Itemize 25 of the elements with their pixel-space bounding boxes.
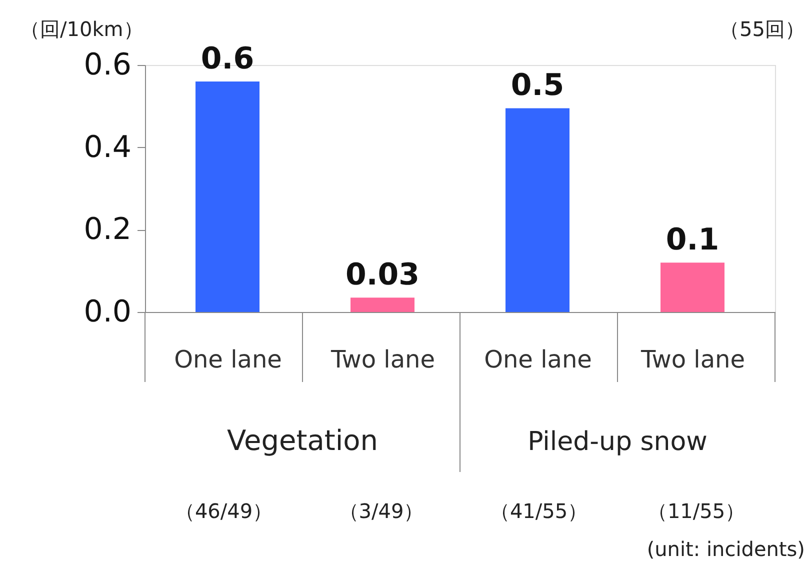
data-label: 0.5 — [510, 68, 564, 104]
x-tick-label: Two lane — [640, 346, 745, 374]
text: （回/10km） — [20, 17, 144, 41]
data-label: 0.1 — [666, 222, 720, 258]
text: (unit: incidents) — [646, 537, 805, 561]
x-tick-label: One lane — [174, 346, 282, 374]
y-tick-label: 0.6 — [84, 48, 132, 82]
bar — [196, 81, 260, 312]
text: （41/55） — [490, 499, 588, 523]
x-tick-label: Two lane — [330, 346, 435, 374]
text: （46/49） — [174, 499, 273, 523]
text: （3/49） — [338, 499, 424, 523]
text: Piled-up snow — [528, 427, 708, 457]
bar — [350, 298, 414, 312]
text: （11/55） — [647, 499, 746, 523]
data-label: 0.6 — [200, 41, 254, 76]
text: Vegetation — [227, 424, 378, 457]
x-tick-label: One lane — [484, 346, 592, 374]
y-tick-label: 0.2 — [84, 212, 132, 248]
bar — [506, 108, 570, 312]
y-tick-label: 0.4 — [84, 130, 132, 165]
bar — [660, 262, 724, 312]
data-label: 0.03 — [345, 258, 420, 293]
text: （55回） — [720, 17, 805, 41]
y-tick-label: 0.0 — [84, 294, 132, 330]
